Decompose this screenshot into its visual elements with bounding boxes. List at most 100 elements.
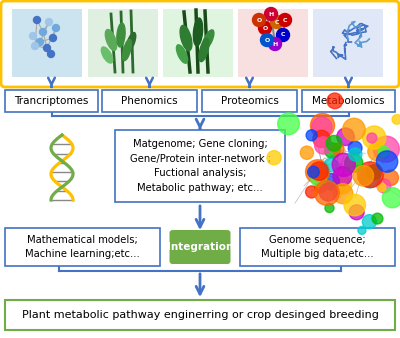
FancyBboxPatch shape [1, 1, 399, 87]
Circle shape [306, 186, 318, 198]
FancyBboxPatch shape [5, 90, 98, 112]
Text: C: C [283, 18, 287, 23]
FancyBboxPatch shape [115, 130, 285, 202]
FancyBboxPatch shape [5, 228, 160, 266]
FancyBboxPatch shape [202, 90, 297, 112]
Circle shape [40, 28, 46, 35]
Circle shape [30, 32, 36, 40]
Circle shape [46, 19, 52, 25]
Circle shape [313, 130, 330, 147]
Circle shape [378, 183, 386, 192]
FancyBboxPatch shape [102, 90, 197, 112]
Text: H: H [268, 11, 274, 17]
Circle shape [306, 160, 330, 184]
Circle shape [316, 170, 327, 180]
Ellipse shape [193, 18, 203, 46]
Ellipse shape [117, 23, 125, 47]
Ellipse shape [126, 32, 136, 51]
Circle shape [44, 45, 50, 51]
Circle shape [267, 151, 281, 165]
Circle shape [353, 166, 374, 186]
Circle shape [324, 158, 338, 172]
Circle shape [313, 166, 329, 182]
Circle shape [50, 34, 56, 42]
Circle shape [343, 118, 365, 141]
Circle shape [308, 166, 319, 178]
Text: H: H [272, 42, 278, 47]
Circle shape [36, 39, 44, 46]
Text: Metabolomics: Metabolomics [312, 96, 385, 106]
Circle shape [319, 183, 337, 201]
Circle shape [48, 50, 54, 57]
Ellipse shape [202, 30, 214, 50]
FancyBboxPatch shape [12, 9, 82, 77]
Circle shape [323, 173, 340, 190]
Circle shape [312, 117, 332, 137]
Circle shape [315, 137, 332, 154]
Circle shape [344, 194, 366, 216]
Ellipse shape [199, 38, 209, 62]
FancyBboxPatch shape [240, 228, 395, 266]
Circle shape [268, 38, 282, 50]
Circle shape [345, 154, 363, 172]
Circle shape [278, 113, 300, 135]
Text: Genome sequence;
Multiple big data;etc...: Genome sequence; Multiple big data;etc..… [261, 235, 374, 259]
Text: Integration: Integration [167, 242, 233, 252]
Circle shape [362, 215, 376, 229]
Ellipse shape [101, 47, 113, 63]
Circle shape [325, 203, 334, 213]
Text: O: O [256, 18, 262, 23]
FancyBboxPatch shape [163, 9, 233, 77]
FancyBboxPatch shape [88, 9, 158, 77]
Text: Proteomics: Proteomics [220, 96, 278, 106]
Text: O: O [264, 38, 270, 43]
Circle shape [32, 43, 38, 49]
Text: Phenomics: Phenomics [121, 96, 178, 106]
FancyBboxPatch shape [302, 90, 395, 112]
Circle shape [276, 28, 290, 42]
Circle shape [52, 24, 60, 31]
Circle shape [327, 93, 343, 108]
Circle shape [34, 17, 40, 24]
Circle shape [333, 167, 352, 186]
Circle shape [325, 143, 340, 158]
Circle shape [332, 153, 355, 176]
Circle shape [333, 184, 353, 204]
Circle shape [377, 179, 391, 193]
Circle shape [373, 136, 399, 162]
Circle shape [264, 7, 278, 21]
Circle shape [326, 136, 342, 151]
Circle shape [311, 171, 326, 187]
Ellipse shape [122, 39, 132, 61]
FancyBboxPatch shape [5, 300, 395, 330]
Circle shape [306, 130, 317, 141]
Circle shape [348, 141, 362, 155]
Circle shape [332, 143, 344, 155]
Circle shape [332, 175, 352, 194]
Circle shape [349, 205, 364, 220]
Circle shape [260, 33, 274, 47]
Circle shape [258, 22, 272, 34]
Circle shape [358, 226, 366, 234]
Text: Trancriptomes: Trancriptomes [14, 96, 89, 106]
FancyBboxPatch shape [170, 230, 230, 264]
Circle shape [362, 126, 386, 149]
Circle shape [300, 146, 314, 159]
Circle shape [270, 16, 284, 28]
Circle shape [252, 14, 266, 26]
Circle shape [278, 14, 292, 26]
Circle shape [378, 146, 389, 157]
Circle shape [310, 113, 334, 138]
Text: O: O [262, 25, 268, 30]
Circle shape [314, 180, 339, 206]
FancyBboxPatch shape [313, 9, 383, 77]
Circle shape [337, 128, 354, 146]
Circle shape [315, 181, 326, 193]
Circle shape [382, 188, 400, 208]
Circle shape [349, 148, 362, 161]
Circle shape [383, 170, 398, 186]
Ellipse shape [180, 25, 192, 51]
Circle shape [366, 165, 382, 179]
Text: Plant metabolic pathway enginerring or crop desinged breeding: Plant metabolic pathway enginerring or c… [22, 310, 378, 320]
Circle shape [358, 162, 383, 188]
